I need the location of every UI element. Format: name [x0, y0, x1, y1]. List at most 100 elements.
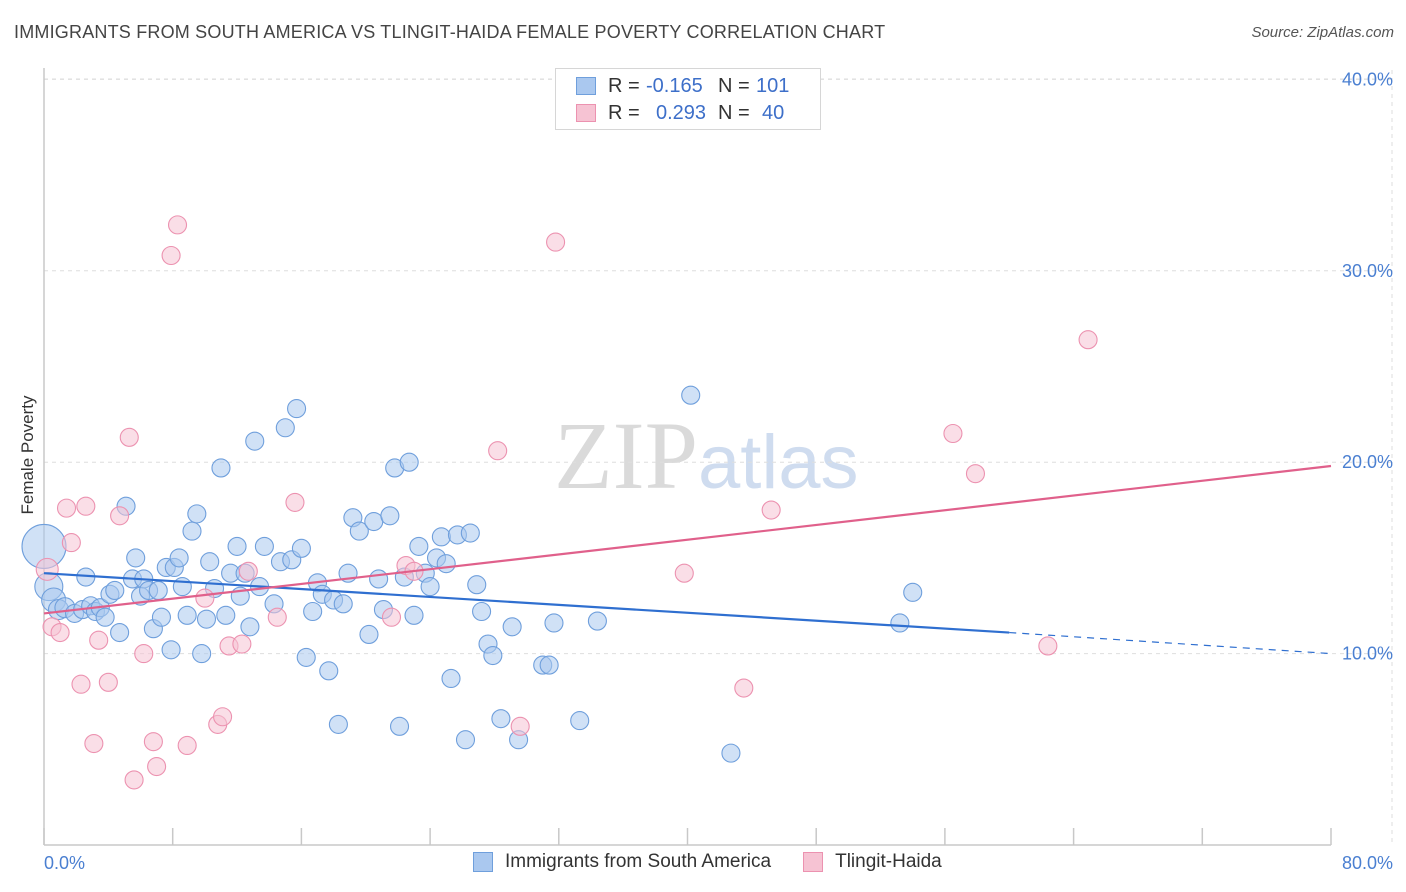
r-label: R =: [608, 74, 640, 97]
immigrants-point: [472, 601, 492, 622]
tlingit-point: [674, 563, 694, 583]
legend-swatch-pink: [576, 104, 596, 122]
tlingit-point: [71, 674, 91, 694]
immigrants-point: [491, 709, 511, 729]
tlingit-point: [177, 735, 197, 756]
tlingit-point: [134, 644, 154, 664]
immigrants-point: [240, 617, 260, 637]
immigrants-point: [245, 431, 265, 451]
immigrants-point: [364, 511, 384, 532]
immigrants-point: [227, 536, 247, 556]
immigrants-point: [890, 613, 910, 633]
legend-label-immigrants: Immigrants from South America: [505, 851, 772, 872]
immigrants-point: [539, 655, 559, 675]
immigrants-point: [126, 548, 146, 568]
immigrants-point: [431, 527, 451, 547]
immigrants-point: [409, 536, 429, 556]
watermark-zip: ZIP: [554, 402, 698, 509]
immigrants-point: [110, 622, 130, 643]
y-tick-label: 20.0%: [1342, 452, 1393, 472]
tlingit-point: [213, 707, 233, 727]
immigrants-point: [333, 594, 353, 614]
tlingit-point: [1038, 636, 1058, 656]
immigrants-trend-extension: [1009, 631, 1332, 655]
tlingit-point: [98, 672, 118, 692]
tlingit-point: [488, 441, 508, 461]
x-tick-label: 0.0%: [44, 853, 85, 873]
immigrants-trend-line: [43, 572, 1010, 634]
legend-swatch-blue: [473, 852, 493, 872]
immigrants-point: [349, 521, 369, 541]
y-tick-label: 40.0%: [1342, 69, 1393, 89]
tlingit-point: [232, 634, 252, 654]
legend-item-tlingit[interactable]: Tlingit-Haida: [803, 851, 942, 873]
tlingit-point: [147, 756, 167, 777]
tlingit-point: [238, 561, 258, 581]
n-label: N =: [718, 101, 750, 124]
legend-swatch-blue: [576, 77, 596, 95]
tlingit-point: [1078, 330, 1098, 350]
immigrants-point: [389, 716, 410, 736]
immigrants-point: [903, 582, 923, 602]
immigrants-point: [151, 607, 171, 627]
immigrants-point: [182, 521, 202, 541]
tlingit-point: [195, 588, 215, 608]
immigrants-point: [254, 536, 274, 556]
tlingit-point: [35, 557, 59, 581]
immigrants-point: [319, 661, 339, 681]
legend-label-tlingit: Tlingit-Haida: [835, 851, 942, 872]
tlingit-point: [381, 607, 402, 627]
tlingit-point: [50, 622, 70, 643]
tlingit-point: [167, 215, 188, 235]
immigrants-point: [420, 577, 440, 597]
immigrants-point: [287, 399, 307, 419]
tlingit-point: [285, 492, 305, 512]
immigrants-point: [436, 554, 456, 574]
immigrants-point: [275, 418, 295, 438]
immigrants-point: [95, 607, 115, 627]
tlingit-point: [143, 732, 163, 752]
tlingit-point: [56, 498, 77, 518]
legend-item-immigrants[interactable]: Immigrants from South America: [473, 851, 771, 873]
immigrants-point: [303, 601, 323, 622]
immigrants-point: [502, 617, 522, 637]
series-legend: Immigrants from South America Tlingit-Ha…: [473, 851, 974, 873]
immigrants-point: [399, 452, 419, 472]
immigrants-point: [148, 580, 168, 600]
chart-title: IMMIGRANTS FROM SOUTH AMERICA VS TLINGIT…: [14, 22, 886, 42]
immigrants-point: [467, 575, 487, 595]
r-value: -0.165: [646, 74, 703, 97]
tlingit-point: [734, 678, 754, 698]
r-value: 0.293: [656, 101, 707, 124]
immigrants-point: [359, 624, 379, 645]
tlingit-point: [76, 496, 96, 516]
legend-swatch-pink: [803, 852, 824, 872]
immigrants-point: [105, 580, 125, 600]
tlingit-point: [161, 245, 181, 266]
tlingit-point: [943, 423, 963, 444]
tlingit-point: [89, 630, 109, 650]
immigrants-point: [291, 538, 311, 558]
tlingit-point: [510, 716, 530, 736]
n-label: N =: [718, 74, 750, 97]
tlingit-trend-line: [43, 464, 1332, 615]
immigrants-point: [187, 504, 207, 524]
y-tick-label: 10.0%: [1342, 644, 1393, 664]
y-tick-label: 30.0%: [1342, 261, 1393, 281]
tlingit-point: [124, 770, 144, 790]
immigrants-point: [721, 743, 741, 763]
r-label: R =: [608, 101, 640, 124]
source-label: Source: ZipAtlas.com: [1251, 24, 1394, 41]
tlingit-point: [119, 427, 139, 447]
immigrants-point: [455, 730, 476, 750]
tlingit-point: [110, 506, 130, 526]
tlingit-point: [965, 464, 986, 484]
immigrants-point: [483, 645, 503, 666]
tlingit-point: [267, 607, 287, 627]
immigrants-point: [570, 711, 590, 731]
x-tick-label: 80.0%: [1342, 853, 1393, 873]
immigrants-point: [441, 668, 461, 689]
tlingit-point: [761, 500, 781, 520]
immigrants-point: [296, 647, 316, 667]
n-value: 101: [756, 74, 790, 97]
